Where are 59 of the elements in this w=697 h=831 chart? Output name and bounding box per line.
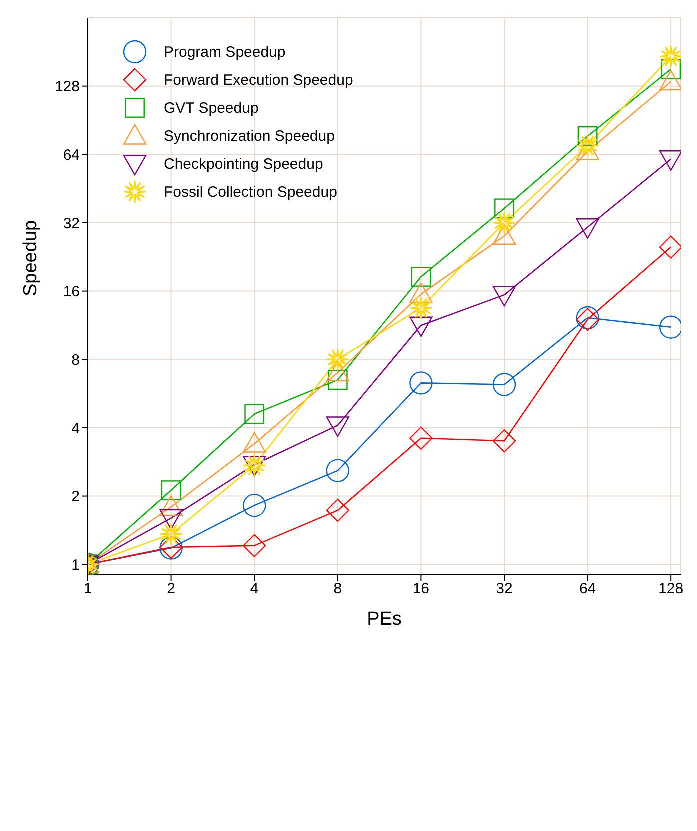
- legend-label: GVT Speedup: [164, 100, 259, 116]
- point: [578, 126, 598, 146]
- y-tick-label: 64: [63, 146, 80, 164]
- y-axis-title: Speedup: [20, 220, 42, 296]
- x-tick-label: 16: [412, 580, 430, 598]
- y-tick-label: 4: [72, 420, 80, 438]
- x-tick-label: 1: [84, 580, 92, 598]
- point: [659, 236, 681, 259]
- point: [492, 224, 516, 245]
- point: [659, 70, 681, 91]
- point: [326, 361, 350, 382]
- x-axis-title: PEs: [367, 609, 402, 630]
- point: [494, 198, 514, 219]
- point: [244, 404, 265, 424]
- y-tick-label: 32: [63, 215, 80, 232]
- x-tick-label: 8: [334, 580, 342, 598]
- point: [411, 267, 432, 287]
- y-tick-label: 2: [72, 488, 80, 506]
- x-tick-label: 32: [496, 580, 513, 598]
- y-tick-label: 1: [72, 556, 80, 574]
- x-tick-label: 64: [579, 580, 596, 598]
- legend-label: Forward Execution Speedup: [164, 72, 354, 88]
- point: [326, 459, 350, 482]
- point: [410, 296, 433, 320]
- point: [410, 372, 433, 395]
- point: [160, 496, 183, 516]
- point: [659, 150, 681, 171]
- point: [410, 282, 433, 304]
- point: [410, 426, 433, 450]
- x-tick-label: 2: [167, 580, 176, 598]
- legend-label: Fossil Collection Speedup: [164, 184, 338, 200]
- legend-label: Program Speedup: [164, 44, 286, 60]
- point: [326, 416, 350, 438]
- point: [492, 430, 516, 453]
- y-tick-label: 128: [54, 78, 80, 96]
- point: [661, 59, 681, 80]
- point: [161, 480, 182, 500]
- point: [576, 218, 600, 239]
- legend-label: Synchronization Speedup: [164, 128, 335, 144]
- point: [326, 348, 350, 372]
- x-tick-label: 128: [658, 580, 684, 598]
- y-tick-label: 16: [63, 284, 80, 301]
- x-tick-label: 4: [250, 580, 259, 598]
- point: [410, 316, 433, 338]
- point: [576, 134, 600, 158]
- point: [326, 498, 350, 522]
- point: [492, 373, 516, 396]
- point: [160, 509, 183, 530]
- point: [576, 140, 600, 160]
- point: [659, 45, 681, 68]
- point: [243, 494, 266, 518]
- point: [243, 432, 266, 453]
- point: [492, 211, 516, 235]
- point: [243, 534, 266, 558]
- point: [659, 316, 681, 339]
- legend-label: Checkpointing Speedup: [164, 156, 324, 172]
- point: [160, 522, 183, 546]
- point: [492, 286, 516, 307]
- y-tick-label: 8: [72, 352, 80, 369]
